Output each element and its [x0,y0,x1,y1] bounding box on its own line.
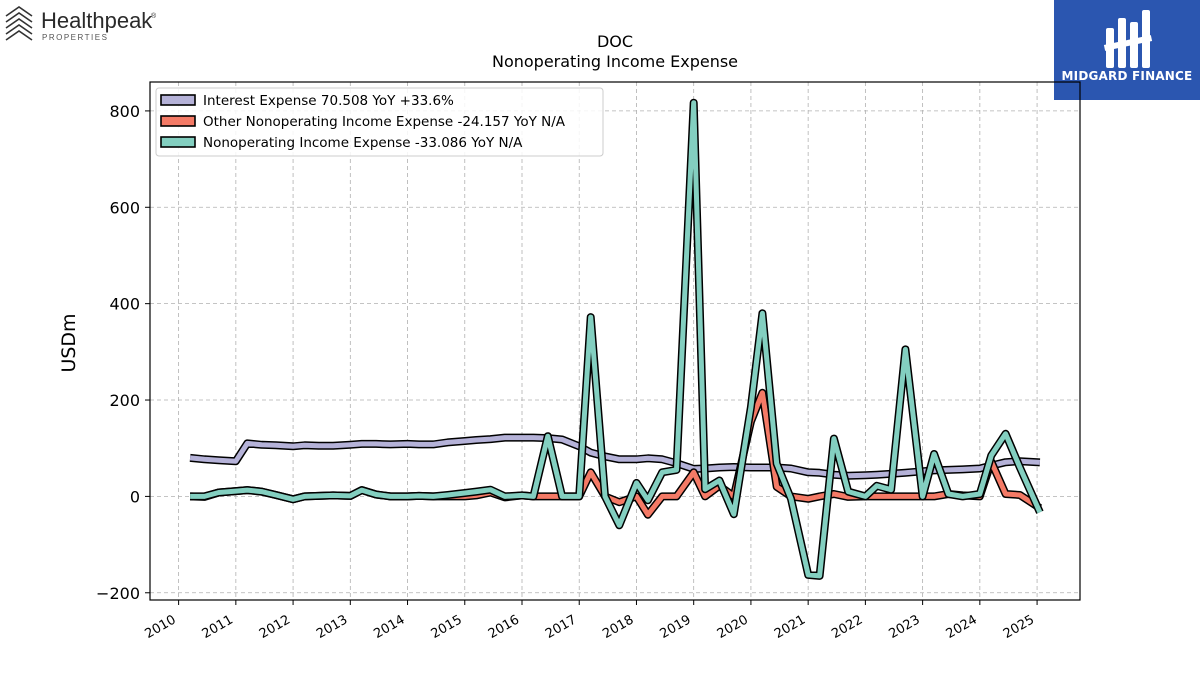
x-tick-label: 2025 [1001,612,1037,642]
y-axis-label: USDm [58,313,80,372]
x-tick-label: 2022 [829,612,865,642]
midgard-name: MIDGARD FINANCE [1061,69,1193,83]
x-tick-label: 2023 [886,612,922,642]
plot-frame [149,81,1081,601]
healthpeak-logo: Healthpeak ® PROPERTIES [0,0,200,50]
midgard-finance-logo: MIDGARD FINANCE [1054,0,1200,100]
x-tick-label: 2014 [371,612,407,642]
x-tick-label: 2016 [486,612,522,642]
y-tick-label: 0 [130,487,140,506]
legend-label: Nonoperating Income Expense -33.086 YoY … [203,135,523,151]
legend-item: Other Nonoperating Income Expense -24.15… [160,114,566,130]
series-2 [190,98,1044,580]
healthpeak-sub: PROPERTIES [42,33,108,42]
y-tick-label: 600 [109,198,140,217]
y-tick-label: 200 [109,391,140,410]
x-tick-label: 2024 [944,612,980,642]
legend-item: Nonoperating Income Expense -33.086 YoY … [160,135,523,151]
midgard-logo-mark [1103,10,1153,68]
x-tick-label: 2020 [715,612,751,642]
y-tick-label: 800 [109,102,140,121]
midgard-emblem-icon [1103,10,1153,68]
x-tick-label: 2015 [429,612,465,642]
legend-label: Other Nonoperating Income Expense -24.15… [203,114,566,130]
legend-swatch [160,94,196,106]
legend-item: Interest Expense 70.508 YoY +33.6% [160,93,454,109]
y-tick-label: −200 [96,584,140,603]
x-tick-label: 2011 [200,612,236,642]
x-tick-label: 2010 [142,612,178,642]
y-axis-ticks: −200 0 200 400 600 800 [96,102,150,603]
series-line [190,100,1043,579]
registered-mark: ® [151,12,157,20]
chart-title: DOC [597,32,633,51]
stacked-chevrons-icon [5,6,33,41]
x-tick-label: 2012 [257,612,293,642]
healthpeak-logo-mark: Healthpeak ® PROPERTIES [5,6,157,42]
legend-box [155,87,604,157]
y-tick-label: 400 [109,295,140,314]
legend-label: Interest Expense 70.508 YoY +33.6% [203,93,454,109]
series-lines [189,98,1044,580]
x-axis-ticks: 2010 2011 2012 2013 2014 2015 2016 2017 2018 2019… [142,600,1038,642]
x-tick-label: 2019 [658,612,694,642]
legend: Interest Expense 70.508 YoY +33.6% Other … [155,87,604,157]
legend-swatch [160,136,196,148]
legend-swatch [160,115,196,127]
series-line-outline [190,98,1044,580]
x-tick-label: 2013 [314,612,350,642]
x-tick-label: 2017 [543,612,579,642]
chart-subtitle: Nonoperating Income Expense [492,52,738,71]
x-tick-label: 2021 [772,612,808,642]
healthpeak-name: Healthpeak [41,8,153,33]
x-tick-label: 2018 [600,612,636,642]
